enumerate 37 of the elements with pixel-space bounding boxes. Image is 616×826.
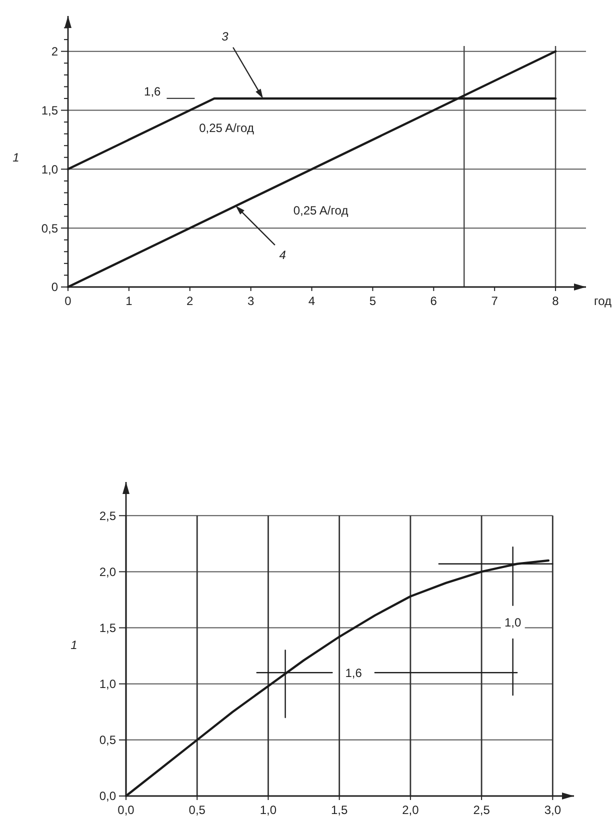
x-tick-label: 6: [430, 294, 438, 308]
x-tick-label: 1,5: [330, 803, 348, 817]
y-tick-label: 1,5: [41, 103, 58, 118]
y-axis-title: 1: [70, 638, 78, 652]
y-tick-label: 1,0: [99, 677, 116, 692]
y-tick-label: 2: [51, 44, 58, 59]
x-tick-label: 1: [126, 294, 133, 308]
annotation: 1,6: [144, 84, 162, 98]
annotation: 0,25 A/год: [199, 121, 254, 136]
annotation: 3: [222, 30, 229, 44]
x-tick-label: 3: [247, 294, 254, 308]
x-tick-label: 7: [491, 294, 498, 308]
annotation: 0,25 A/год: [293, 204, 348, 218]
x-tick-label: 0: [64, 294, 72, 308]
y-tick-label: 0,5: [41, 221, 58, 236]
x-tick-label: 0,0: [118, 803, 135, 817]
x-axis-title: год: [594, 294, 612, 308]
x-tick-label: 2,0: [402, 803, 420, 817]
x-tick-label: 3,0: [544, 803, 562, 817]
y-tick-label: 2,0: [99, 564, 116, 579]
x-tick-label: 5: [369, 294, 376, 308]
annotation: 1,0: [504, 615, 522, 630]
y-tick-label: 0,5: [99, 733, 116, 748]
annotation: 1,6: [345, 666, 362, 680]
y-tick-label: 1,0: [41, 162, 58, 176]
y-axis-title: 1: [12, 150, 20, 164]
x-tick-label: 1,0: [260, 803, 277, 817]
x-tick-label: 2: [186, 294, 194, 308]
y-tick-label: 2,5: [99, 508, 116, 523]
x-tick-label: 4: [308, 294, 316, 308]
x-tick-label: 2,5: [473, 803, 490, 817]
annotation: 4: [279, 248, 286, 262]
x-tick-label: 0,5: [188, 803, 206, 817]
y-tick-label: 0: [51, 280, 58, 294]
y-tick-label: 0,0: [99, 789, 116, 804]
x-tick-label: 8: [552, 294, 560, 308]
y-tick-label: 1,5: [99, 620, 116, 635]
